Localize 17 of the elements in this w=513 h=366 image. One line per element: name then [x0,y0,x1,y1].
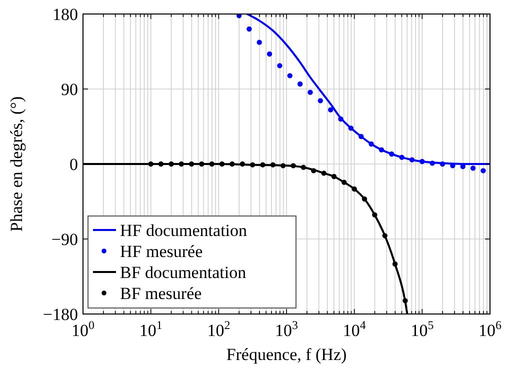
y-tick-label: 180 [52,5,78,24]
y-tick-label: −90 [51,230,78,249]
y-tick-label: 90 [61,80,78,99]
x-tick-label: 10$^{1}$ [139,318,162,340]
legend-label: BF documentation [120,263,247,282]
x-tick-label: 10$^{4}$ [342,318,366,340]
y-tick-label: 0 [70,155,78,174]
x-tick-label: 10$^{5}$ [410,318,434,340]
legend-label: BF mesurée [120,284,202,303]
x-tick-label: 10$^{6}$ [478,318,502,340]
legend-label: HF mesurée [120,242,203,261]
y-axis-title: Phase en degrés, (°) [7,96,26,232]
x-axis-title: Fréquence, f (Hz) [226,345,347,364]
legend-label: HF documentation [120,221,248,240]
x-tick-label: 10$^{3}$ [275,318,298,340]
y-tick-label: −180 [42,305,78,324]
x-tick-label: 10$^{2}$ [207,318,230,340]
